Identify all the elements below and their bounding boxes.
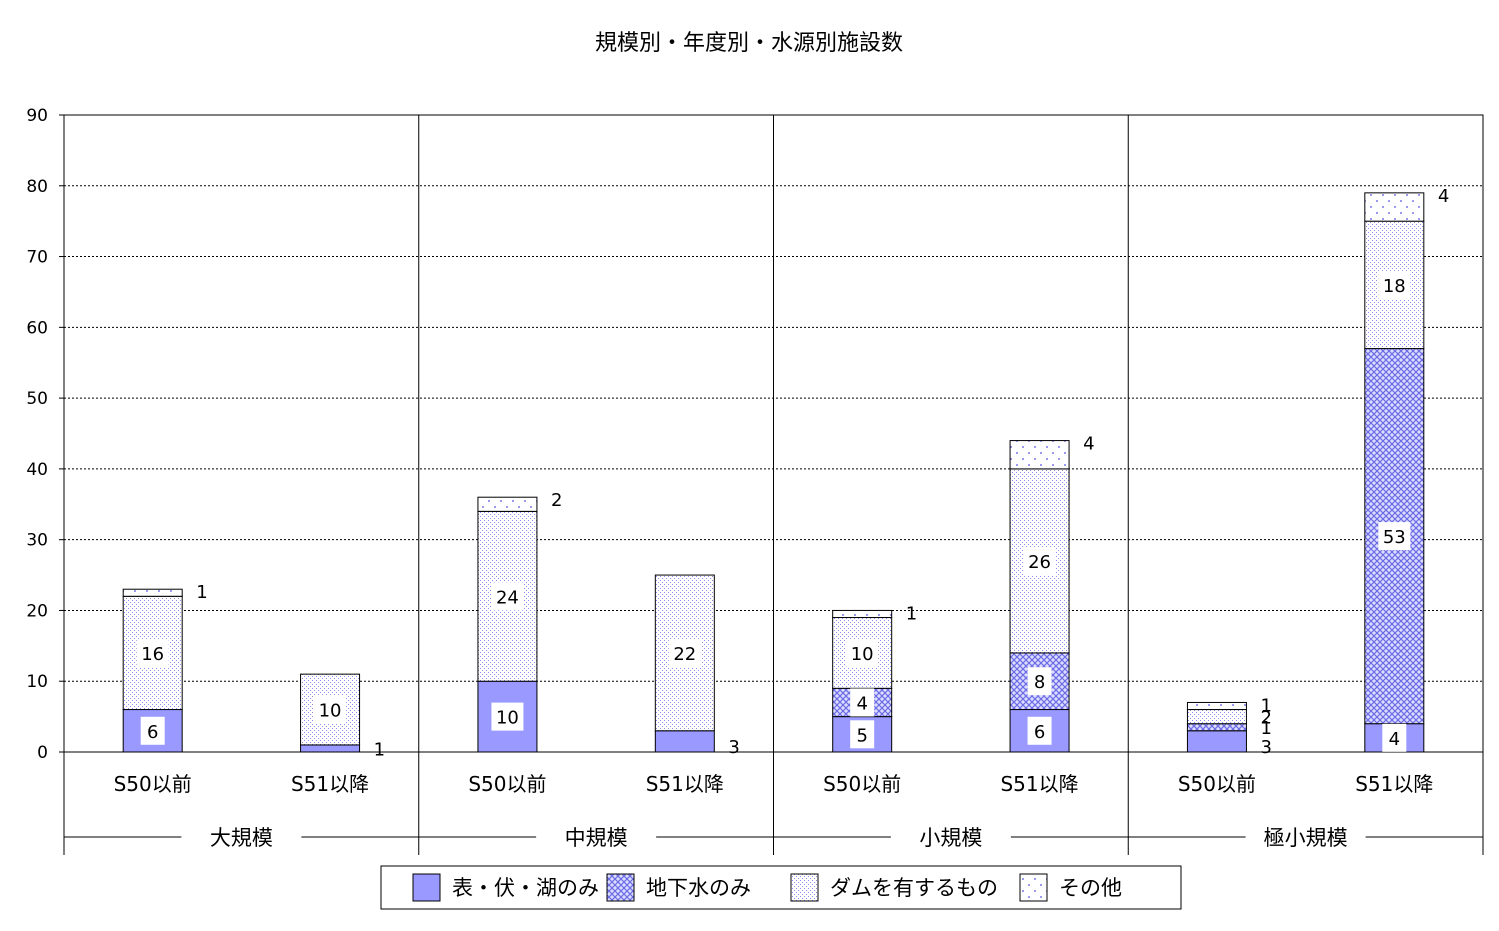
data-label-box [491,582,524,611]
y-tick-label: 80 [26,177,48,197]
y-tick-label: 20 [26,601,48,621]
category-label: S50以前 [468,772,546,796]
bar-segment [654,730,715,753]
data-label: 4 [1438,186,1449,207]
bar-segment [1186,701,1247,711]
category-label: S51以降 [1355,772,1433,796]
data-label-box [491,702,524,731]
bar-segment [1186,709,1247,725]
data-label: 1 [906,603,917,624]
bar-segment [1009,440,1070,470]
group-label: 中規模 [565,826,628,850]
data-label: 1 [374,739,385,760]
data-label: 8 [1034,672,1045,693]
legend: 表・伏・湖のみ 地下水のみ ダムを有するもの その他 [380,865,1182,910]
category-label: S51以降 [646,772,724,796]
data-label: 16 [141,644,164,665]
data-label-box [1027,667,1052,696]
legend-label: ダムを有するもの [830,876,998,900]
data-label-box [136,638,169,667]
category-label: S51以降 [291,772,369,796]
data-label: 2 [551,490,562,511]
y-tick-label: 30 [26,531,48,551]
bar-segment [122,588,183,597]
data-label-box [850,688,875,717]
group-label: 大規模 [210,826,273,850]
x-axis: S50以前 S51以降 S50以前 S51以降 S50以前 S51以降 S50以前 S51以降… [64,772,1483,850]
category-label: S50以前 [1178,772,1256,796]
data-label: 24 [496,587,519,608]
bar-segment [300,744,361,753]
data-label-box [314,695,347,724]
category-label: S50以前 [114,772,192,796]
legend-label: 表・伏・湖のみ [452,876,599,900]
data-label-box [1027,716,1052,745]
y-tick-label: 0 [37,743,48,763]
legend-label: 地下水のみ [646,876,751,900]
bar-segment [477,496,538,512]
legend-swatch [1019,873,1048,902]
data-label: 1 [196,582,207,603]
data-label: 10 [319,701,342,722]
y-tick-label: 60 [26,318,48,338]
gridlines [63,114,1484,855]
y-tick-label: 70 [26,248,48,268]
legend-label: その他 [1059,876,1122,900]
data-label-box [1023,546,1056,575]
bar-segment [1364,192,1425,222]
data-label-box [850,720,875,749]
legend-swatch [606,873,635,902]
chart-title: 規模別・年度別・水源別施設数 [595,31,903,56]
y-tick-label: 50 [26,389,48,409]
y-tick-label: 10 [26,672,48,692]
data-label-box [140,716,165,745]
legend-swatch [790,873,819,902]
data-label: 22 [673,644,696,665]
bar-segment [1186,723,1247,732]
data-label: 4 [1083,434,1094,455]
data-label: 2 [1260,708,1271,729]
bar-segment [1186,730,1247,753]
bar-segment [832,609,893,619]
data-label: 3 [728,737,739,758]
data-label: 4 [1389,729,1400,750]
bars [122,192,1425,753]
data-label: 6 [147,722,158,743]
data-label-box [1378,522,1411,551]
data-label-box [846,638,879,667]
data-label: 53 [1383,527,1406,548]
y-tick-label: 90 [26,106,48,126]
data-label: 10 [851,644,874,665]
data-label-box [1382,723,1407,752]
legend-box [380,865,1182,910]
category-label: S50以前 [823,772,901,796]
y-axis-ticks: 0 10 20 30 40 50 60 70 80 90 [26,106,64,763]
data-label-box [1378,270,1411,299]
data-label: 5 [856,725,867,746]
legend-swatch [412,873,441,902]
data-label: 10 [496,708,519,729]
data-label: 26 [1028,552,1051,573]
group-label: 極小規模 [1264,826,1348,850]
group-label: 小規模 [919,826,982,850]
data-label: 3 [1260,737,1271,758]
y-tick-label: 40 [26,460,48,480]
data-label: 18 [1383,276,1406,297]
data-label-box [668,638,701,667]
category-label: S51以降 [1000,772,1078,796]
data-label: 6 [1034,722,1045,743]
data-label: 1 [1260,695,1271,716]
data-label: 4 [856,693,867,714]
data-label: 1 [1260,718,1271,739]
